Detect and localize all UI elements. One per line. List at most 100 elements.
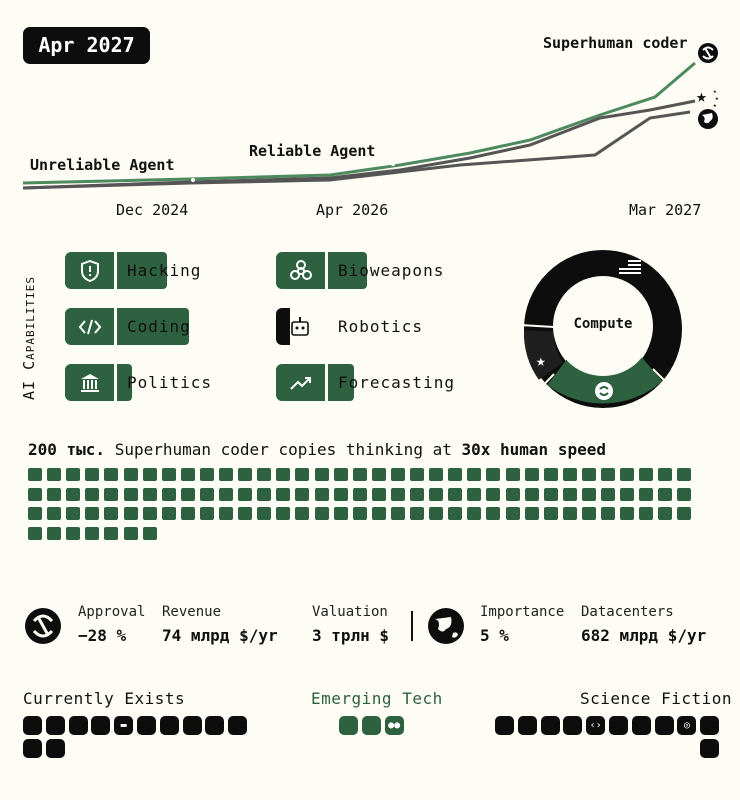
copy-cell — [562, 468, 577, 481]
copy-cell — [581, 507, 596, 520]
copy-cell — [142, 507, 157, 520]
copy-cell — [543, 487, 558, 501]
copy-cell — [620, 487, 635, 501]
globe-icon — [427, 607, 465, 649]
copy-cell — [639, 468, 654, 481]
copy-cell — [448, 487, 463, 501]
copy-cell — [47, 468, 62, 481]
tech-square: ◎ — [677, 716, 697, 735]
copy-cell — [104, 487, 119, 501]
reliable-agent-label: Reliable Agent — [249, 142, 376, 160]
copy-cell — [142, 487, 157, 501]
copy-cell — [199, 487, 214, 501]
copy-cell — [639, 487, 654, 501]
copy-cell — [410, 468, 424, 481]
copy-cell — [581, 487, 596, 501]
tech-square — [700, 739, 719, 758]
copy-cell — [199, 507, 214, 520]
tech-square — [631, 716, 651, 735]
copy-cell — [161, 507, 176, 520]
tick-mar-2027: Mar 2027 — [629, 201, 702, 219]
copy-cell — [47, 487, 62, 501]
copy-cell — [123, 487, 138, 501]
copy-cell — [85, 468, 100, 481]
capability-bar — [328, 252, 367, 289]
tech-square: ▬ — [114, 716, 134, 735]
copy-cell — [524, 507, 539, 520]
copy-cell — [295, 468, 310, 481]
copy-cell — [467, 507, 482, 520]
trend-icon — [276, 364, 325, 401]
copy-cell — [390, 487, 405, 501]
svg-text:★: ★ — [715, 95, 719, 102]
copy-cell — [161, 487, 176, 501]
government-icon — [65, 364, 114, 401]
timeline-marker — [391, 162, 395, 166]
copy-cell — [314, 487, 329, 501]
capability-bar — [117, 364, 132, 401]
tick-apr-2026: Apr 2026 — [316, 201, 389, 219]
copy-cell — [467, 468, 482, 481]
copy-cell — [601, 468, 615, 481]
date-badge: Apr 2027 — [23, 27, 150, 64]
copy-cell — [352, 487, 367, 501]
copy-cell — [410, 507, 424, 520]
copy-cell — [104, 468, 119, 481]
copies-text: Superhuman coder copies thinking at — [105, 440, 462, 459]
copies-speed: 30x human speed — [461, 440, 606, 459]
copy-cell — [658, 507, 673, 520]
revenue-label: Revenue — [162, 604, 222, 620]
copy-cell — [620, 468, 635, 481]
copy-cell — [219, 468, 233, 481]
copy-cell — [123, 468, 138, 481]
importance-label: Importance — [480, 604, 565, 620]
capability-bar-robotics — [276, 308, 290, 345]
tech-square — [495, 716, 514, 735]
copy-cell — [257, 507, 272, 520]
copy-cell — [410, 487, 424, 501]
copy-cell — [677, 468, 692, 481]
copy-cell — [333, 507, 348, 520]
copy-cell — [104, 507, 119, 520]
copy-cell — [257, 468, 272, 481]
biohazard-icon — [276, 252, 325, 289]
openbrain-logo-icon — [24, 607, 62, 649]
valuation-value: 3 трлн $ — [312, 626, 390, 645]
copy-cell — [581, 468, 596, 481]
capability-bar — [117, 252, 167, 289]
capability-coding: Coding — [65, 308, 265, 345]
copy-cell — [238, 487, 253, 501]
capability-bar — [328, 364, 354, 401]
capability-label: Politics — [127, 373, 213, 392]
copy-cell — [66, 507, 81, 520]
tech-square — [517, 716, 537, 735]
copy-cell — [85, 526, 100, 540]
datacenters-label: Datacenters — [581, 604, 674, 620]
tech-square — [540, 716, 560, 735]
capabilities-title: AI Capabilities — [20, 276, 38, 400]
revenue-value: 74 млрд $/yr — [162, 626, 278, 645]
datacenters-value: 682 млрд $/yr — [581, 626, 707, 645]
robot-icon — [289, 316, 311, 342]
approval-label: Approval — [78, 604, 146, 620]
capability-label: Forecasting — [338, 373, 455, 392]
tech-square — [45, 739, 65, 758]
copy-cell — [238, 507, 253, 520]
copy-cell — [639, 507, 654, 520]
copy-cell — [161, 468, 176, 481]
tech-square — [68, 716, 88, 735]
copy-cell — [620, 507, 635, 520]
copy-cell — [601, 487, 615, 501]
stats-divider — [411, 611, 413, 641]
copy-cell — [85, 507, 100, 520]
tech-square: ‹› — [586, 716, 606, 735]
copy-cell — [180, 507, 195, 520]
copy-cell — [448, 507, 463, 520]
copy-cell — [295, 487, 310, 501]
capability-label: Hacking — [127, 261, 202, 280]
capability-forecasting: Forecasting — [276, 364, 476, 401]
copy-cell — [66, 526, 81, 540]
copy-cell — [505, 507, 520, 520]
copy-cell — [180, 468, 195, 481]
copy-cell — [276, 507, 291, 520]
